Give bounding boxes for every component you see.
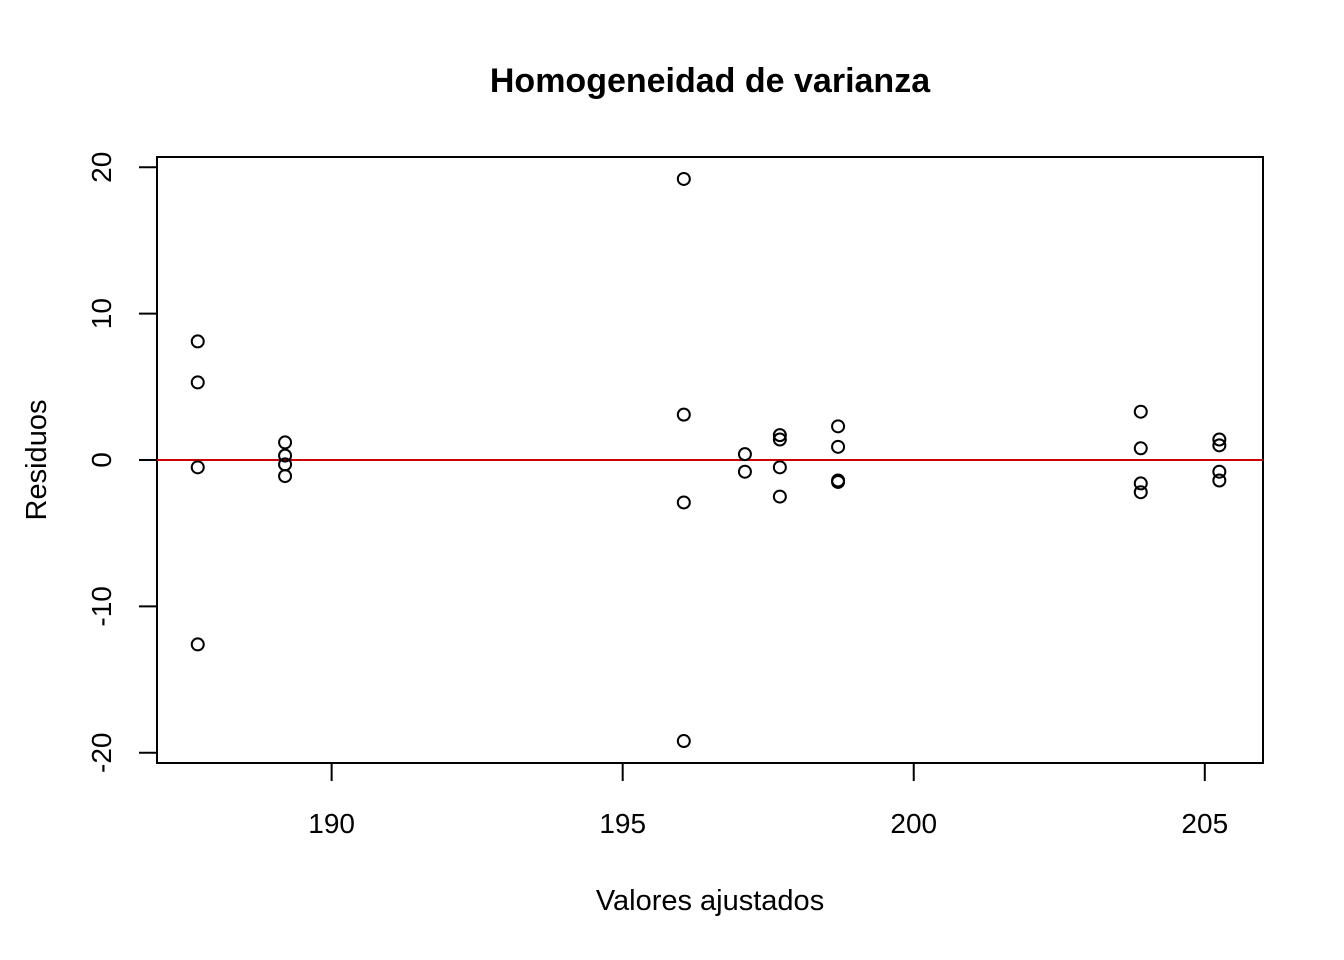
data-point [676,407,691,422]
data-point [676,171,691,186]
chart-title: Homogeneidad de varianza [490,62,931,100]
data-point [1133,404,1148,419]
data-point [772,432,787,447]
y-axis-label: Residuos [21,400,53,521]
x-tick-label: 195 [599,808,646,839]
data-point [190,460,205,475]
data-point [772,460,787,475]
data-point [278,448,293,463]
data-point [1133,485,1148,500]
data-point [831,474,846,489]
data-point [1133,476,1148,491]
data-point [190,334,205,349]
y-axis: -20 -10 0 10 20 [86,152,157,773]
data-point [1212,464,1227,479]
x-tick-label: 205 [1181,808,1228,839]
data-point [772,428,787,443]
data-point [278,435,293,450]
data-point [1212,432,1227,447]
x-tick-label: 200 [890,808,937,839]
data-point [831,439,846,454]
x-axis-label: Valores ajustados [596,885,824,917]
y-tick-label: 10 [86,298,117,329]
x-axis: 190 195 200 205 [308,762,1228,839]
data-point [676,734,691,749]
data-point [278,469,293,484]
data-point [190,375,205,390]
points-group [190,171,1227,749]
y-tick-label: 20 [86,152,117,183]
y-tick-label: -20 [86,733,117,773]
data-point [772,489,787,504]
data-point [737,447,752,462]
data-point [1133,441,1148,456]
x-tick-label: 190 [308,808,355,839]
data-point [676,495,691,510]
data-point [831,419,846,434]
data-point [1212,438,1227,453]
data-point [737,464,752,479]
data-point [1212,473,1227,488]
y-tick-label: 0 [86,452,117,468]
data-point [190,637,205,652]
y-tick-label: -10 [86,586,117,626]
